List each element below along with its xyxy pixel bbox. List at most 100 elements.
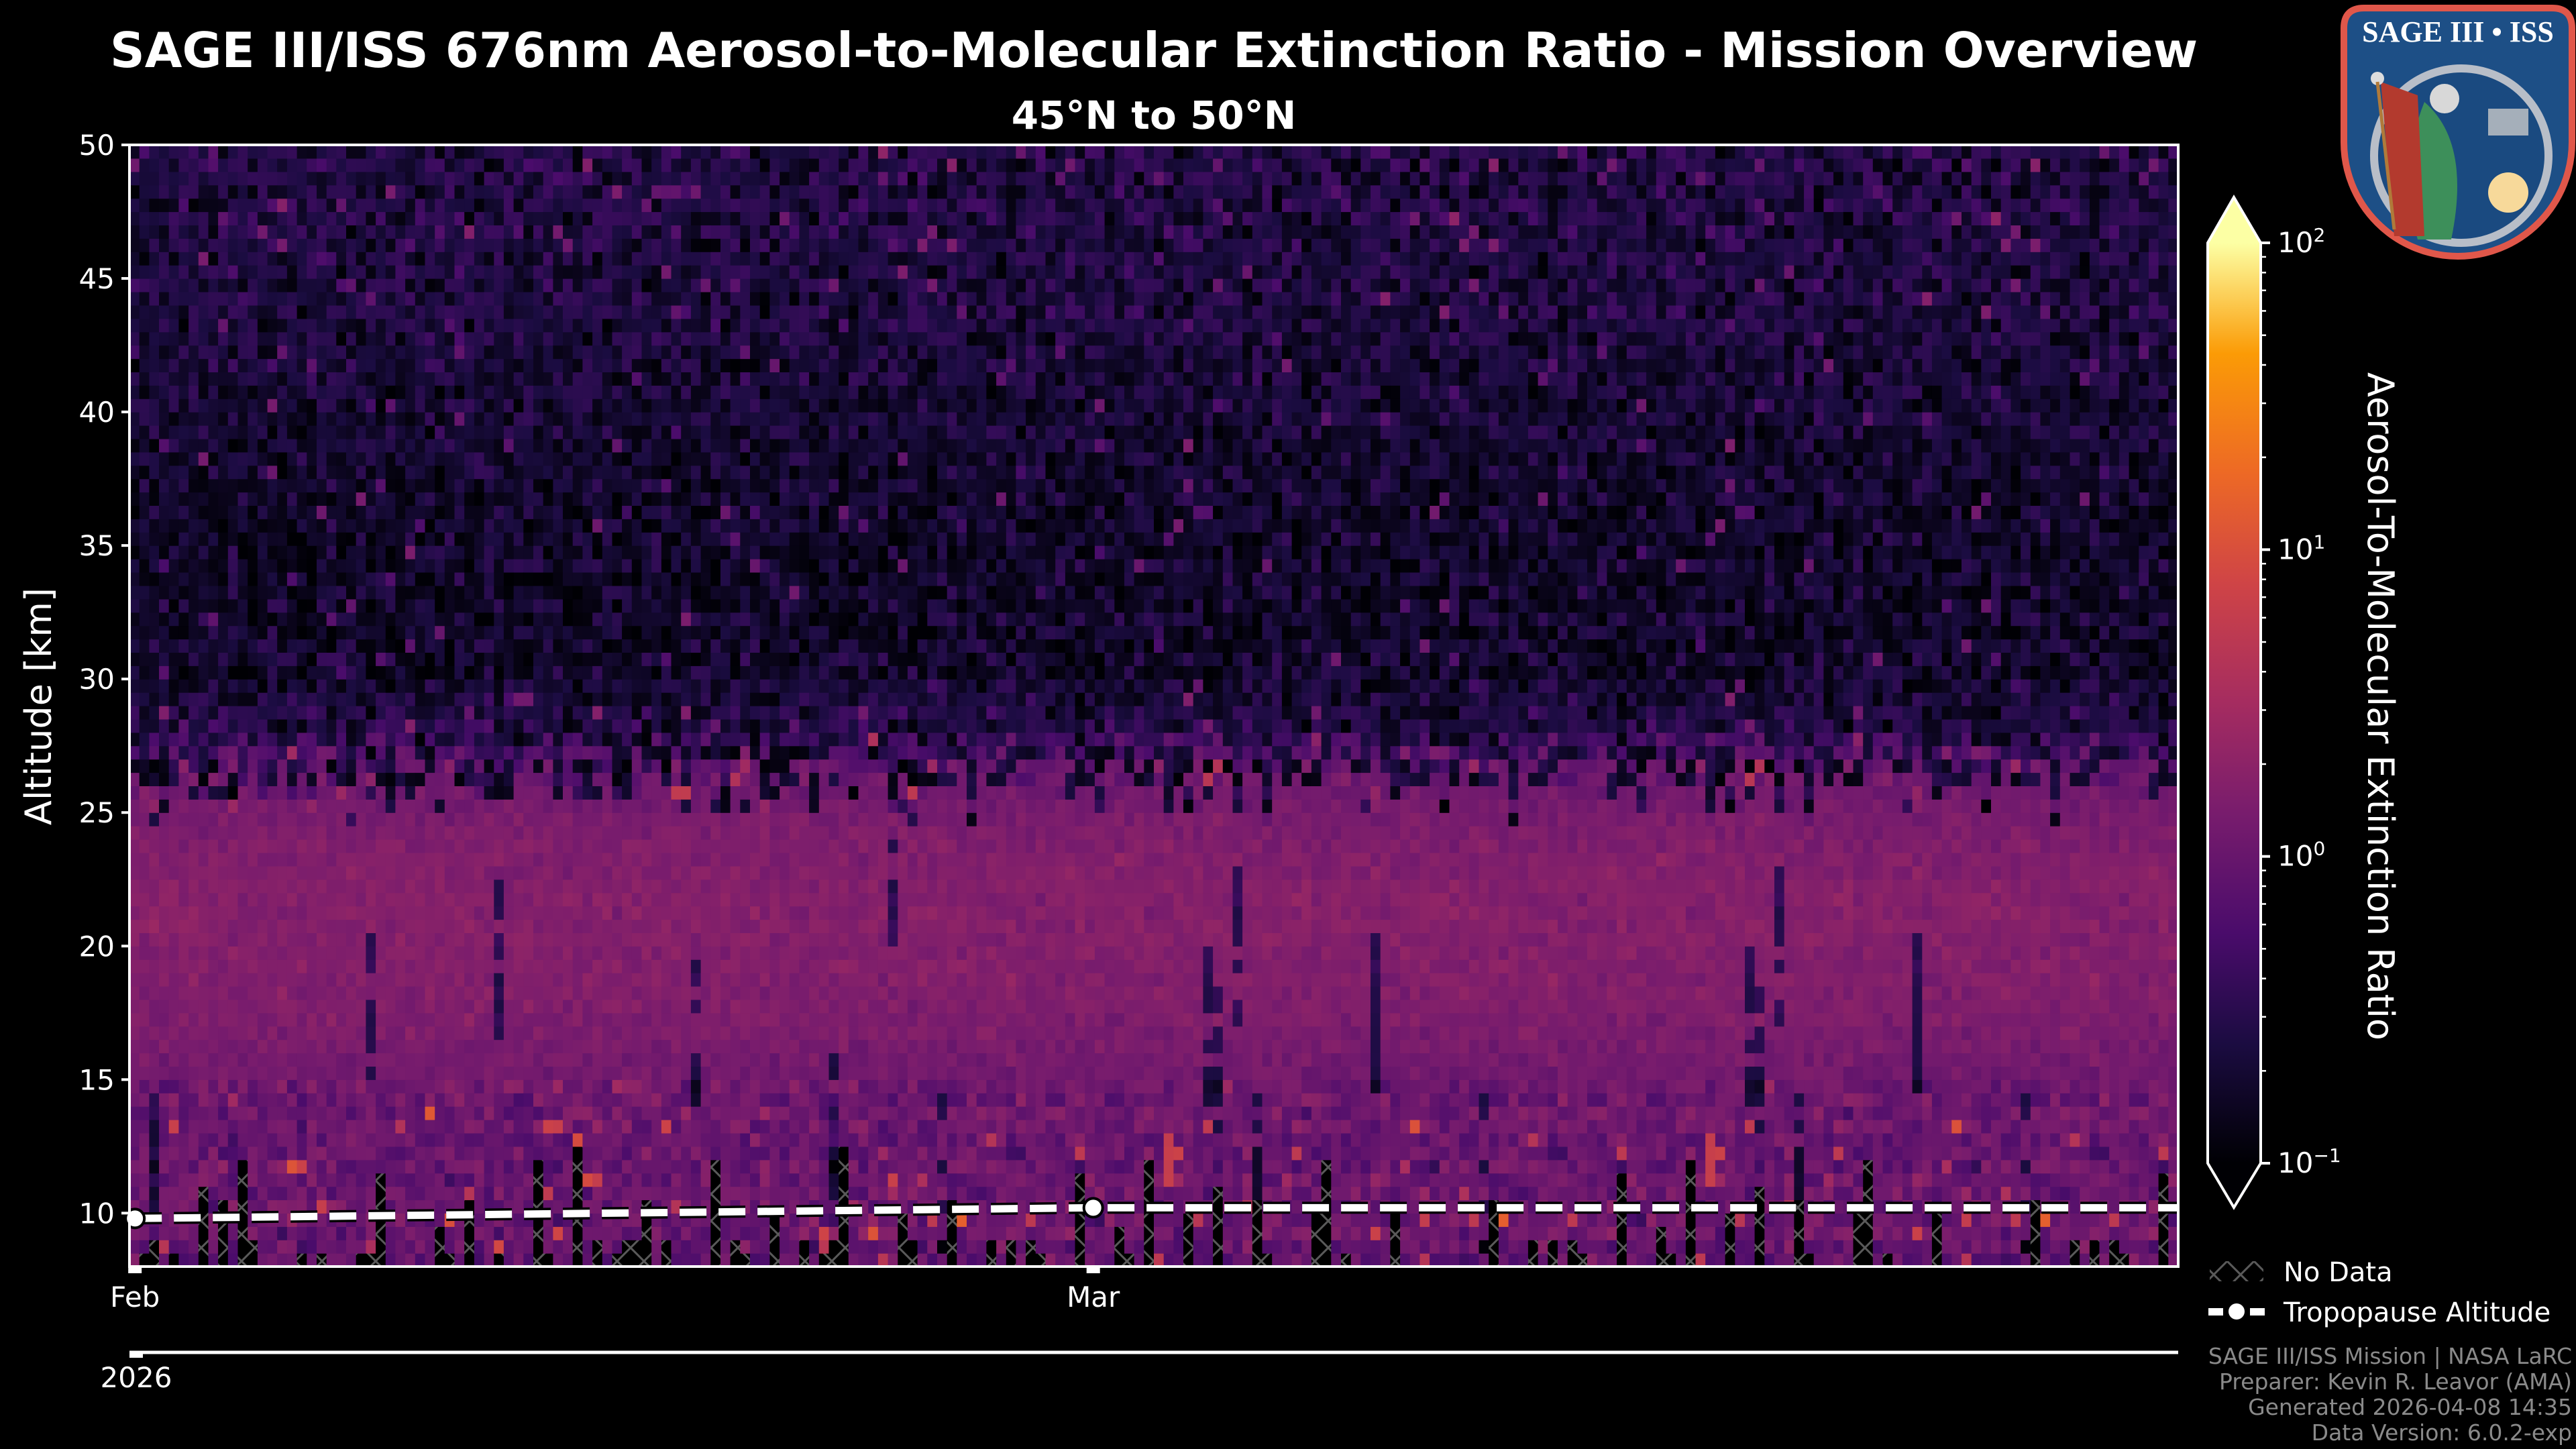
heatmap-cell bbox=[425, 865, 435, 880]
heatmap-cell bbox=[346, 425, 357, 439]
heatmap-cell bbox=[317, 1053, 327, 1067]
heatmap-cell bbox=[602, 865, 613, 880]
heatmap-cell bbox=[159, 572, 170, 586]
heatmap-cell bbox=[533, 718, 544, 733]
heatmap-cell bbox=[227, 305, 239, 319]
heatmap-cell bbox=[533, 585, 544, 600]
heatmap-cell bbox=[237, 492, 248, 506]
heatmap-cell bbox=[543, 158, 553, 172]
heatmap-cell bbox=[297, 519, 307, 533]
heatmap-cell bbox=[356, 171, 366, 186]
heatmap-cell bbox=[425, 372, 435, 386]
heatmap-cell bbox=[563, 812, 574, 826]
heatmap-cell bbox=[622, 625, 633, 640]
heatmap-cell bbox=[464, 932, 475, 947]
heatmap-cell bbox=[582, 1133, 593, 1147]
heatmap-cell bbox=[277, 1226, 288, 1240]
heatmap-cell bbox=[248, 919, 258, 933]
heatmap-cell bbox=[376, 211, 386, 225]
heatmap-cell bbox=[582, 1186, 593, 1201]
heatmap-cell bbox=[681, 759, 692, 773]
heatmap-cell bbox=[513, 692, 524, 706]
heatmap-cell bbox=[631, 679, 643, 693]
heatmap-cell bbox=[189, 612, 199, 627]
heatmap-cell bbox=[218, 532, 229, 546]
heatmap-cell bbox=[592, 892, 603, 907]
heatmap-cell bbox=[139, 1133, 150, 1147]
heatmap-cell bbox=[159, 252, 170, 266]
heatmap-cell bbox=[297, 1066, 307, 1080]
heatmap-cell bbox=[346, 545, 357, 559]
heatmap-cell bbox=[248, 772, 258, 786]
heatmap-cell bbox=[395, 225, 406, 239]
heatmap-cell bbox=[336, 839, 347, 853]
heatmap-cell bbox=[641, 532, 652, 546]
heatmap-cell bbox=[376, 438, 386, 453]
heatmap-cell bbox=[700, 145, 711, 159]
heatmap-cell bbox=[317, 826, 327, 840]
heatmap-cell bbox=[494, 438, 504, 453]
heatmap-cell bbox=[356, 398, 366, 413]
heatmap-cell bbox=[227, 692, 239, 706]
heatmap-cell bbox=[286, 1079, 298, 1093]
heatmap-cell bbox=[602, 345, 613, 360]
heatmap-cell bbox=[533, 385, 544, 399]
heatmap-cell bbox=[385, 718, 396, 733]
heatmap-cell bbox=[248, 145, 258, 159]
heatmap-cell bbox=[346, 932, 357, 947]
heatmap-cell bbox=[641, 505, 652, 519]
heatmap-cell bbox=[168, 252, 179, 266]
heatmap-cell bbox=[425, 1173, 435, 1187]
heatmap-cell bbox=[415, 198, 426, 213]
heatmap-cell bbox=[612, 1106, 623, 1120]
heatmap-cell bbox=[681, 252, 692, 266]
heatmap-cell bbox=[366, 305, 376, 319]
heatmap-cell bbox=[582, 612, 593, 627]
heatmap-cell bbox=[326, 946, 337, 960]
heatmap-cell bbox=[277, 973, 288, 987]
heatmap-cell bbox=[139, 1120, 150, 1134]
heatmap-cell bbox=[612, 1226, 623, 1240]
heatmap-cell bbox=[484, 545, 494, 559]
heatmap-cell bbox=[257, 1173, 268, 1187]
heatmap-cell bbox=[641, 184, 652, 199]
heatmap-cell bbox=[376, 1186, 386, 1201]
heatmap-cell bbox=[444, 358, 455, 372]
heatmap-cell bbox=[651, 465, 662, 480]
heatmap-cell bbox=[503, 465, 515, 480]
heatmap-cell bbox=[208, 1053, 219, 1067]
heatmap-cell bbox=[425, 1039, 435, 1054]
heatmap-cell bbox=[178, 1226, 189, 1240]
heatmap-cell bbox=[435, 598, 445, 613]
heatmap-cell bbox=[474, 572, 485, 586]
heatmap-cell bbox=[503, 425, 515, 439]
heatmap-cell bbox=[307, 505, 317, 519]
heatmap-cell bbox=[494, 1120, 504, 1134]
heatmap-cell bbox=[631, 265, 643, 279]
heatmap-cell bbox=[533, 1173, 544, 1187]
heatmap-cell bbox=[237, 865, 248, 880]
heatmap-cell bbox=[356, 1053, 366, 1067]
heatmap-cell bbox=[178, 425, 189, 439]
heatmap-cell bbox=[671, 1012, 682, 1027]
heatmap-cell bbox=[189, 1226, 199, 1240]
heatmap-cell bbox=[425, 652, 435, 666]
heatmap-cell bbox=[227, 786, 239, 800]
heatmap-cell bbox=[592, 1226, 603, 1240]
heatmap-cell bbox=[602, 265, 613, 279]
heatmap-cell bbox=[286, 1120, 298, 1134]
heatmap-cell bbox=[681, 372, 692, 386]
heatmap-cell bbox=[435, 478, 445, 493]
heatmap-cell bbox=[267, 545, 278, 559]
heatmap-cell bbox=[405, 1079, 416, 1093]
heatmap-cell bbox=[533, 278, 544, 292]
heatmap-cell bbox=[503, 1173, 515, 1187]
heatmap-cell bbox=[257, 519, 268, 533]
heatmap-cell bbox=[405, 331, 416, 346]
heatmap-cell bbox=[523, 331, 534, 346]
heatmap-cell bbox=[267, 238, 278, 252]
heatmap-cell bbox=[307, 932, 317, 947]
heatmap-cell bbox=[533, 412, 544, 426]
heatmap-cell bbox=[651, 732, 662, 747]
heatmap-cell bbox=[592, 559, 603, 573]
